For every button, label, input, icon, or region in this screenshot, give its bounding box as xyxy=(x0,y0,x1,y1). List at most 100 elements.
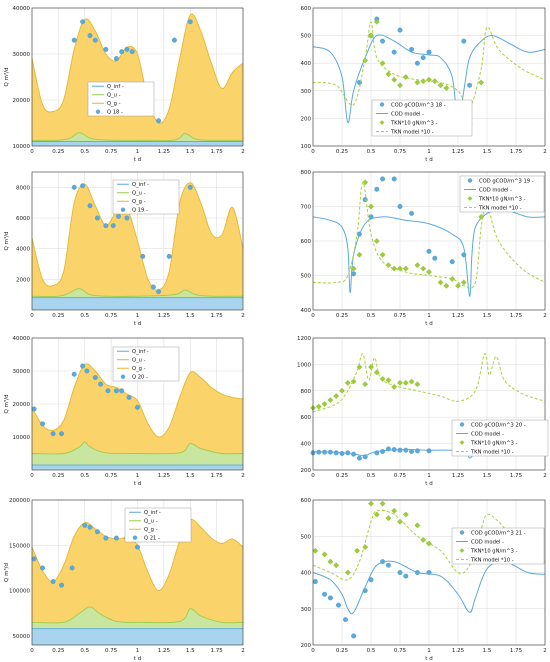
legend-swatch xyxy=(120,207,126,212)
plot-frame xyxy=(31,7,244,147)
x-tick-label: 0.25 xyxy=(52,648,65,654)
chart-panel-right-4: 0 0.25 0.5 0.75 1 1.25 1.5 1.75 2 200 300 400 500 600… xyxy=(301,498,547,662)
data-point xyxy=(140,253,146,259)
y-tick-label: 400 xyxy=(301,442,312,448)
data-point xyxy=(403,447,409,453)
y-tick-label: 20000 xyxy=(13,98,31,104)
tkn-data-point xyxy=(379,500,386,507)
data-point xyxy=(336,602,341,608)
x-axis-label: t d xyxy=(425,321,432,327)
data-point xyxy=(420,55,426,61)
area-q-inf- xyxy=(32,13,243,147)
tkn-data-point xyxy=(379,60,386,67)
legend-label: COD model - xyxy=(391,111,424,117)
y-tick-label: 1200 xyxy=(297,336,311,342)
x-tick-label: 1.75 xyxy=(510,313,523,319)
y-tick-label: 600 xyxy=(301,498,312,504)
legend-label: TKN*10 gN/m^3 - xyxy=(478,196,526,202)
tkn-data-point xyxy=(362,381,369,388)
x-tick-label: 1.5 xyxy=(483,648,492,654)
data-point xyxy=(31,406,37,412)
x-axis-label: t d xyxy=(425,656,432,662)
x-tick-label: 1.25 xyxy=(158,648,171,654)
x-tick-label: 0.25 xyxy=(336,473,349,479)
x-tick-label: 0.25 xyxy=(336,149,349,155)
y-tick-label: 1000 xyxy=(297,362,311,368)
tkn-data-point xyxy=(368,500,374,507)
x-tick-label: 1.5 xyxy=(483,473,492,479)
x-tick-label: 0.25 xyxy=(336,648,349,654)
tkn-data-point xyxy=(344,569,351,576)
x-tick-label: 1 xyxy=(427,648,431,654)
legend-label: COD model - xyxy=(471,431,504,437)
y-tick-label: 600 xyxy=(301,239,312,245)
tkn-data-point xyxy=(385,377,392,384)
plot-frame xyxy=(31,337,244,471)
x-tick-label: 0 xyxy=(311,313,315,319)
legend-label: TKN*10 gN/m^3 - xyxy=(470,440,518,446)
data-point xyxy=(71,371,77,377)
legend-label: TKN model *10 - xyxy=(478,205,522,211)
data-point xyxy=(40,565,45,571)
tkn-data-point xyxy=(391,76,398,83)
x-tick-label: 1.25 xyxy=(452,473,465,479)
legend-swatch xyxy=(467,196,473,201)
tkn-data-point xyxy=(312,547,319,554)
data-point xyxy=(467,82,473,88)
x-axis-label: t d xyxy=(425,481,432,487)
chart-panel-left-3: 0 0.25 0.5 0.75 1 1.25 1.5 1.75 2 10000 20000 30000… xyxy=(3,336,245,487)
tkn-data-point xyxy=(321,551,328,558)
x-tick-label: 0 xyxy=(311,149,315,155)
chart-panel-right-3: 0 0.25 0.5 0.75 1 1.25 1.5 1.75 2 200 400 600 800 100… xyxy=(297,336,549,487)
legend-label: Q_inf - xyxy=(144,510,161,516)
x-tick-label: 2 xyxy=(241,473,245,479)
data-point xyxy=(312,579,318,585)
tkn-data-point xyxy=(368,203,374,210)
x-tick-label: 2 xyxy=(543,648,547,654)
x-tick-label: 0.25 xyxy=(336,313,349,319)
legend-label: Q 19 - xyxy=(132,208,148,214)
x-axis-label: t d xyxy=(425,157,432,163)
data-point xyxy=(92,375,98,381)
tkn-data-point xyxy=(402,379,409,386)
x-tick-label: 1.5 xyxy=(186,313,195,319)
data-point xyxy=(50,431,56,437)
x-tick-label: 2 xyxy=(543,473,547,479)
x-tick-label: 1.25 xyxy=(452,648,465,654)
line-q-inf- xyxy=(31,182,244,291)
x-tick-label: 1 xyxy=(427,149,431,155)
data-point xyxy=(316,449,322,455)
area-q-g- xyxy=(32,141,243,146)
cod-model-line xyxy=(312,560,546,615)
data-point xyxy=(31,556,37,562)
tkn-data-point xyxy=(420,78,427,85)
x-tick-label: 0.75 xyxy=(105,473,118,479)
tkn-data-point xyxy=(362,57,369,64)
x-tick-label: 0.5 xyxy=(80,473,89,479)
data-point xyxy=(449,259,455,265)
plot-frame xyxy=(31,499,244,646)
legend-swatch xyxy=(379,102,385,107)
x-tick-label: 2 xyxy=(241,149,245,155)
tkn-data-point xyxy=(333,562,340,569)
plot-frame xyxy=(312,7,546,147)
tkn-data-point xyxy=(402,74,409,80)
y-tick-label: 30000 xyxy=(13,52,31,58)
tkn-data-point xyxy=(443,282,450,289)
x-tick-label: 1 xyxy=(136,473,140,479)
plot-frame xyxy=(312,171,546,311)
tkn-data-point xyxy=(431,78,438,85)
data-point xyxy=(50,579,56,585)
y-tick-label: 30000 xyxy=(13,369,31,375)
tkn-data-point xyxy=(379,251,386,258)
legend-label: Q_u - xyxy=(132,191,146,197)
x-tick-label: 1.75 xyxy=(510,648,523,654)
data-point xyxy=(80,183,86,189)
legend: Q_inf - Q_u - Q_g - Q 19 - xyxy=(112,179,180,215)
tkn-data-point xyxy=(339,387,345,394)
legend-box xyxy=(451,419,549,457)
y-tick-label: 4000 xyxy=(16,247,30,253)
legend-label: COD gCOD/m^3 20 - xyxy=(471,422,526,428)
tkn-data-point xyxy=(397,379,403,386)
